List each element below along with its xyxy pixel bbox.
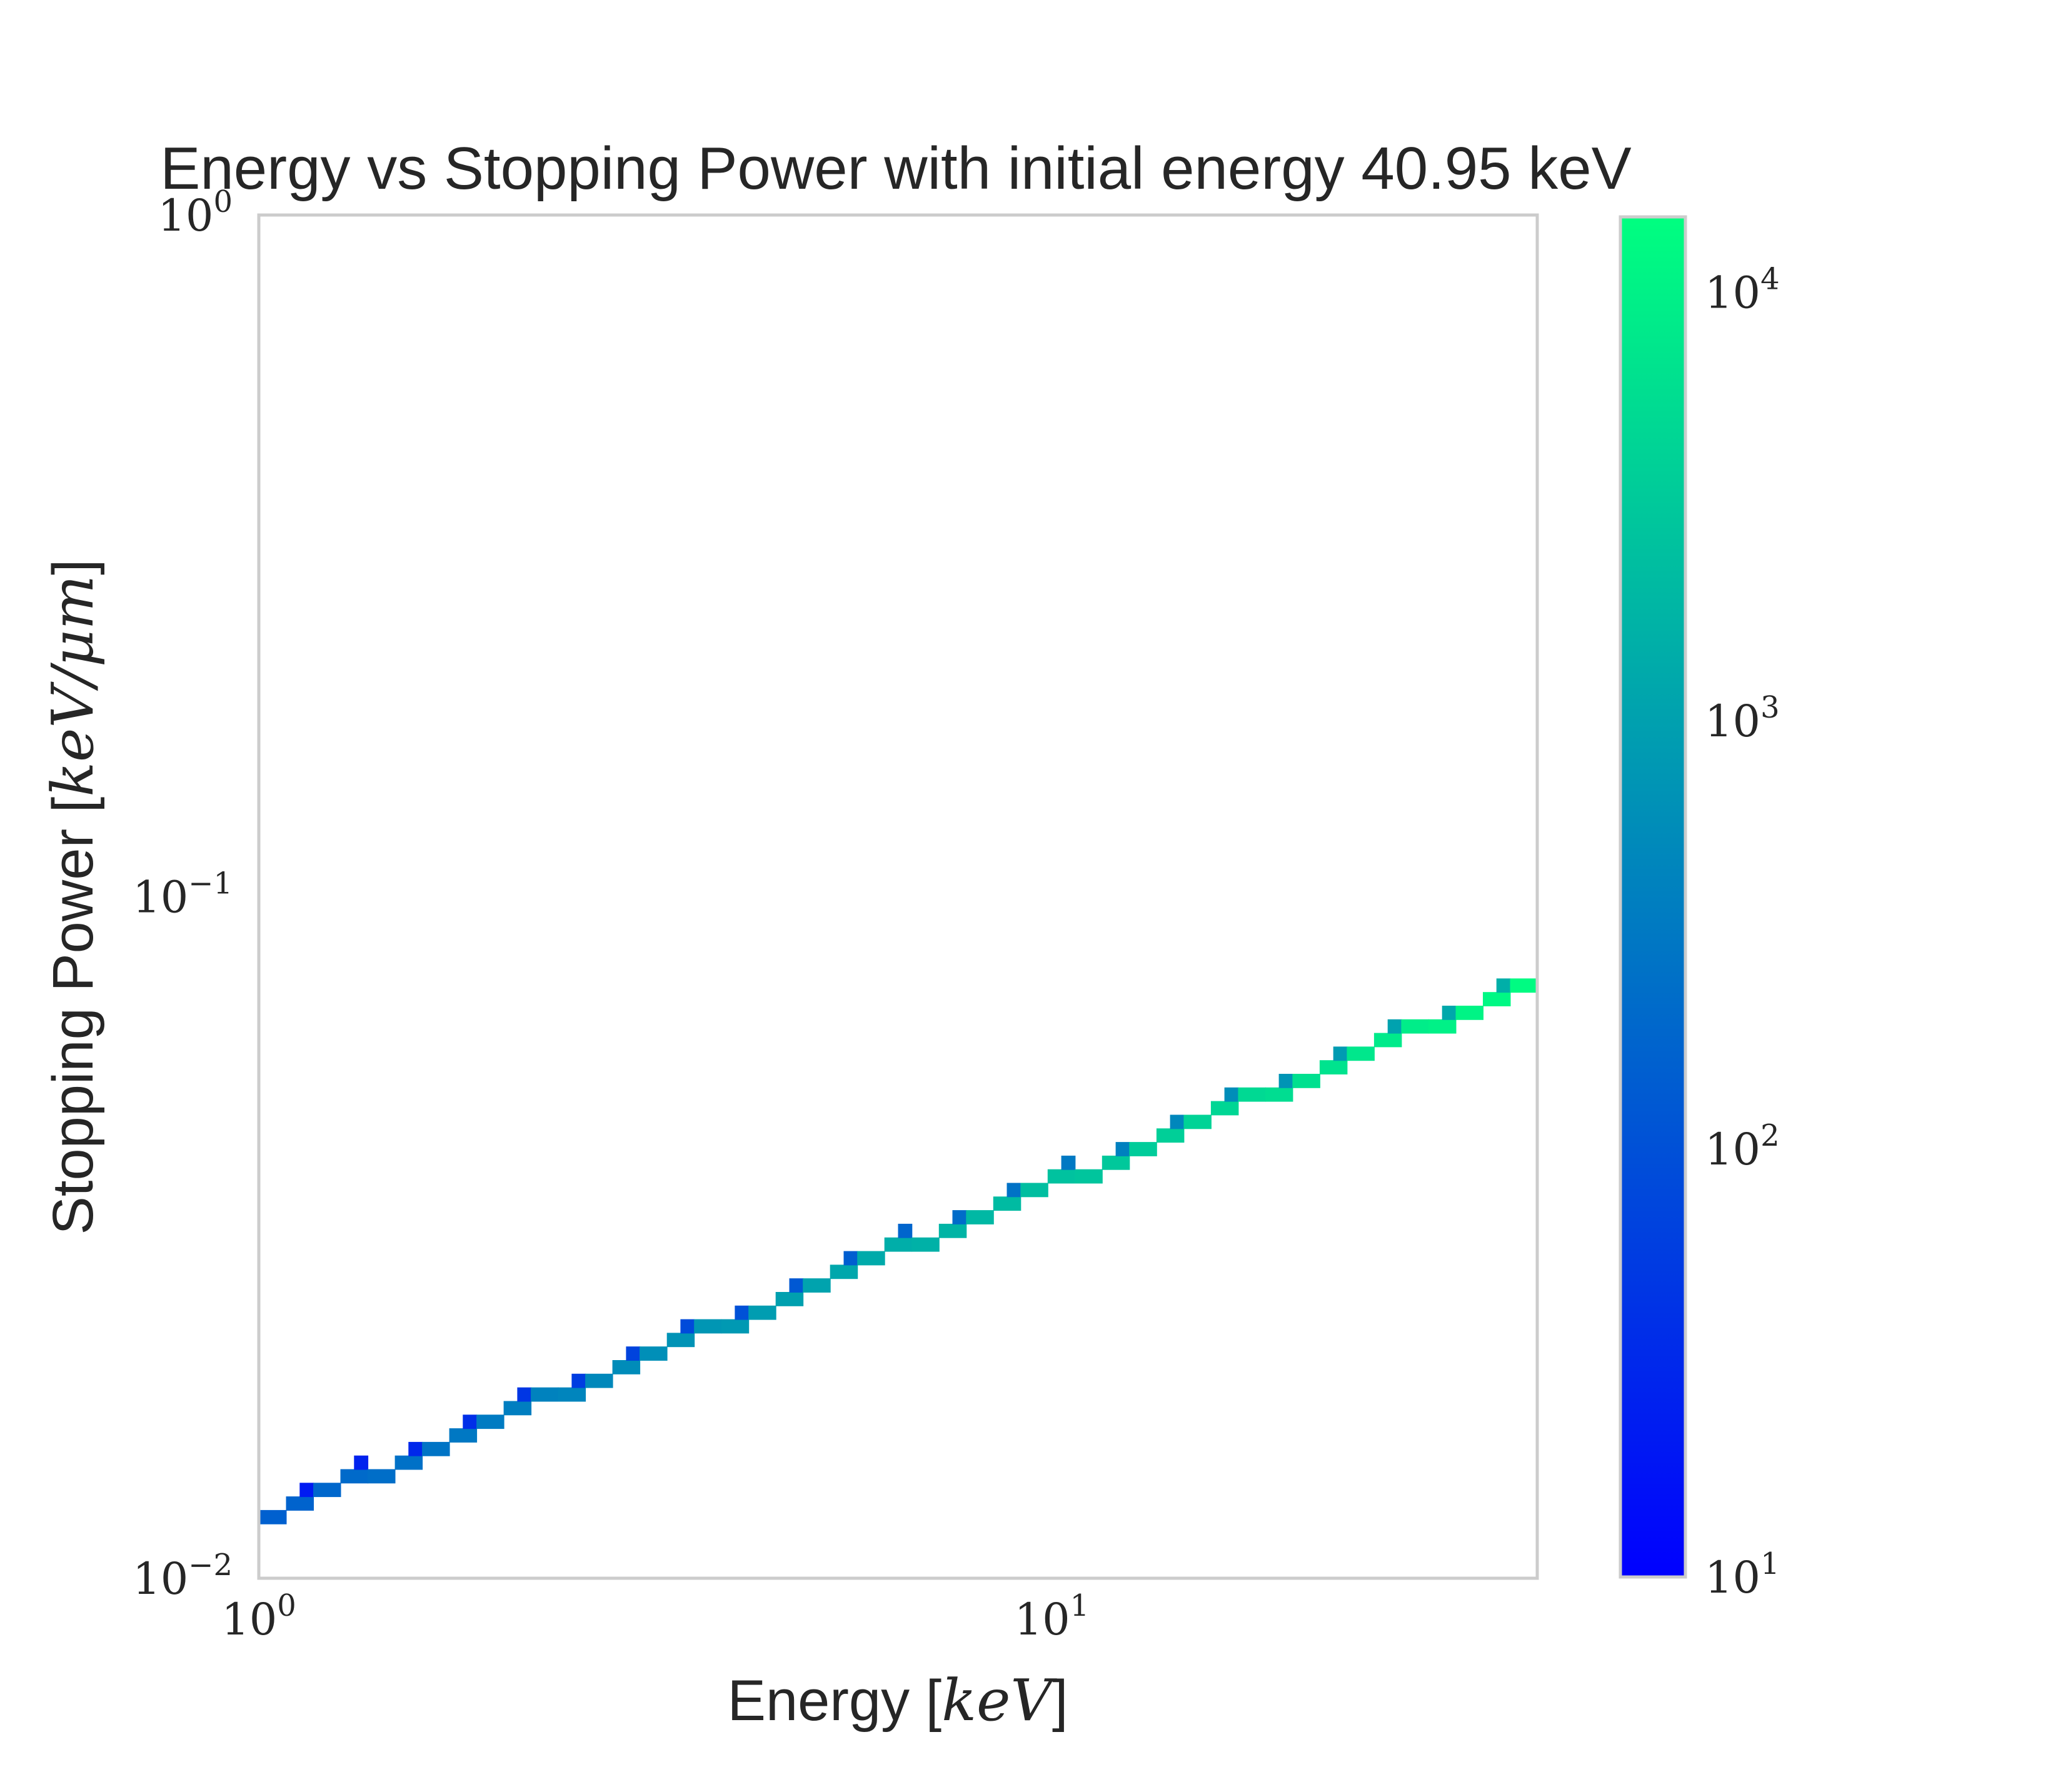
heatmap-bin: [1333, 1046, 1348, 1061]
chart-title: Energy vs Stopping Power with initial en…: [160, 135, 1631, 202]
heatmap-bin: [340, 1469, 368, 1484]
heatmap-bin: [938, 1223, 967, 1238]
heatmap-bin: [1183, 1114, 1212, 1129]
heatmap-bin: [666, 1333, 695, 1348]
y-axis-label-unit: keV/μm: [39, 575, 106, 797]
heatmap-bin: [748, 1305, 776, 1320]
heatmap-bin: [1483, 992, 1511, 1006]
heatmap-bin: [680, 1319, 695, 1334]
heatmap-bin: [1224, 1087, 1239, 1102]
heatmap-bin: [585, 1373, 613, 1388]
y-axis-label: Stopping Power [keV/μm]: [39, 559, 106, 1235]
heatmap-bin: [993, 1196, 1021, 1211]
heatmap-bin: [884, 1237, 913, 1252]
heatmap-bin: [1319, 1060, 1348, 1074]
colorbar-tick-labels: 101 102 103 104: [1705, 262, 1780, 1603]
heatmap-bin: [422, 1441, 450, 1456]
x-axis-label: Energy [keV]: [728, 1667, 1068, 1734]
heatmap-bin: [1006, 1183, 1021, 1198]
x-tick-labels: 100 101: [221, 1588, 1089, 1645]
heatmap-bin: [1455, 1006, 1483, 1020]
x-axis-label-prefix: Energy [: [728, 1669, 942, 1733]
heatmap-bin: [571, 1373, 586, 1388]
x-tick-label: 100: [221, 1588, 296, 1645]
heatmap-bin: [898, 1223, 913, 1238]
heatmap-bin: [1020, 1183, 1048, 1198]
heatmap-bin: [1102, 1155, 1130, 1170]
x-axis-label-unit: keV: [941, 1667, 1057, 1734]
y-tick-label: 10−1: [133, 866, 233, 923]
heatmap-bin: [1347, 1046, 1375, 1061]
x-tick-label: 101: [1015, 1588, 1090, 1645]
heatmap-bin: [1265, 1087, 1293, 1102]
y-axis-label-suffix: ]: [41, 559, 105, 576]
heatmap-bin: [1292, 1074, 1320, 1088]
heatmap-bin: [1496, 978, 1511, 993]
y-tick-label: 100: [158, 184, 233, 241]
y-tick-label: 10−2: [133, 1548, 233, 1604]
heatmap-bin: [626, 1346, 641, 1361]
heatmap-bin: [1278, 1074, 1293, 1088]
heatmap-bin: [775, 1292, 804, 1306]
heatmap-bin: [449, 1428, 478, 1443]
x-axis-label-suffix: ]: [1052, 1669, 1068, 1733]
heatmap-bins: [259, 978, 1538, 1524]
colorbar: [1619, 215, 1687, 1579]
colorbar-tick-label: 101: [1705, 1546, 1780, 1603]
heatmap-bin: [1210, 1101, 1239, 1116]
heatmap-bin: [1387, 1019, 1402, 1034]
heatmap-bin: [558, 1387, 586, 1402]
heatmap-bin: [1061, 1155, 1076, 1170]
heatmap-bin: [503, 1401, 532, 1416]
y-axis-label-prefix: Stopping Power [: [41, 797, 105, 1235]
heatmap-bin: [966, 1210, 994, 1224]
heatmap-bin: [354, 1455, 369, 1470]
colorbar-tick-label: 104: [1705, 262, 1780, 319]
heatmap-bin: [463, 1414, 478, 1429]
y-tick-labels: 10−2 10−1 100: [133, 184, 233, 1604]
heatmap-bin: [952, 1210, 967, 1224]
heatmap-bin: [789, 1278, 804, 1293]
heatmap-bin: [694, 1319, 722, 1334]
heatmap-bin: [612, 1360, 641, 1374]
heatmap-bin: [1115, 1142, 1130, 1156]
heatmap-bin: [476, 1414, 504, 1429]
heatmap-bin: [517, 1387, 532, 1402]
heatmap-bin: [911, 1237, 940, 1252]
heatmap-bin: [1156, 1128, 1185, 1143]
heatmap-bin: [1442, 1006, 1457, 1020]
heatmap-bin: [368, 1469, 396, 1484]
plot-area-frame: [257, 213, 1539, 1580]
colorbar-tick-label: 102: [1705, 1118, 1780, 1175]
heatmap-bin: [1373, 1033, 1402, 1048]
heatmap-bin: [830, 1264, 858, 1279]
heatmap-bin: [313, 1483, 341, 1498]
heatmap-bin: [803, 1278, 831, 1293]
heatmap-bin: [1401, 1019, 1429, 1034]
heatmap-bin: [1510, 978, 1538, 993]
heatmap-bin: [1129, 1142, 1157, 1156]
heatmap-bin: [1075, 1169, 1103, 1184]
heatmap-bin: [857, 1251, 885, 1266]
heatmap-bin: [394, 1455, 423, 1470]
heatmap-bin: [299, 1483, 314, 1498]
heatmap-bin: [735, 1305, 750, 1320]
heatmap-bin: [259, 1509, 287, 1524]
heatmap-bin: [286, 1496, 314, 1511]
heatmap-bin: [721, 1319, 750, 1334]
heatmap-bin: [1428, 1019, 1457, 1034]
colorbar-tick-label: 103: [1705, 690, 1780, 747]
heatmap-bin: [843, 1251, 858, 1266]
heatmap-bin: [1047, 1169, 1076, 1184]
heatmap-bin: [1170, 1114, 1185, 1129]
heatmap-bin: [640, 1346, 668, 1361]
heatmap-bin: [531, 1387, 559, 1402]
heatmap-bin: [1238, 1087, 1266, 1102]
heatmap-bin: [408, 1441, 423, 1456]
